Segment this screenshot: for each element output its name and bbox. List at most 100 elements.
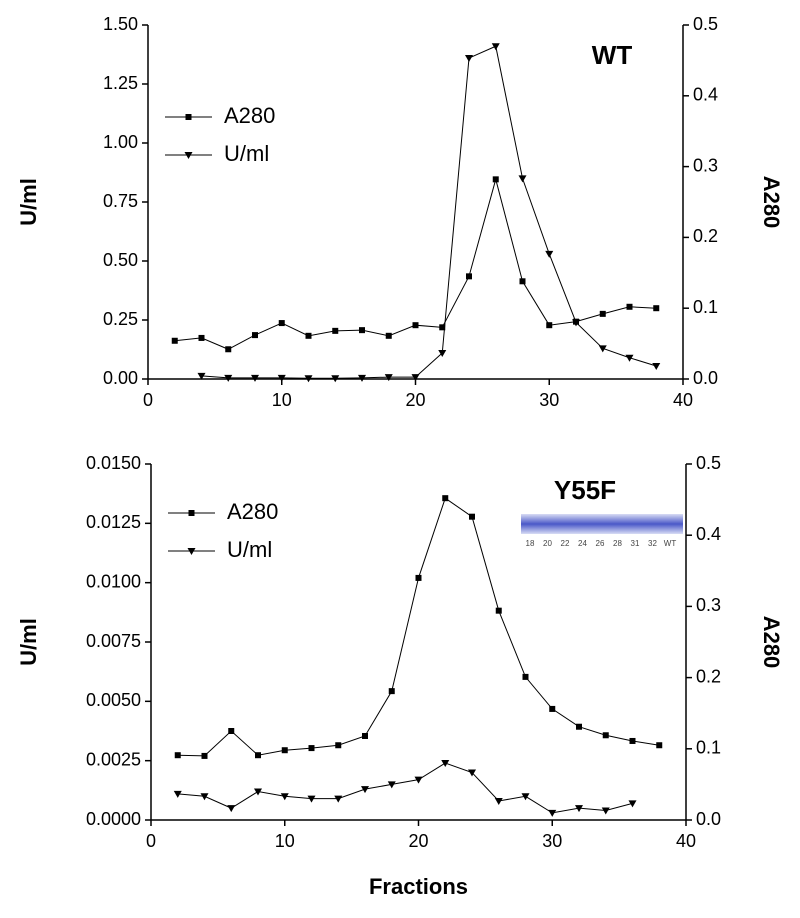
- gel-lane-label: 26: [596, 539, 605, 548]
- y2-tick-label: 0.5: [693, 14, 718, 34]
- legend-label: A280: [224, 103, 275, 128]
- x-tick-label: 10: [275, 831, 295, 851]
- y-tick-label: 1.00: [103, 132, 138, 152]
- y2-tick-label: 0.1: [693, 297, 718, 317]
- marker: [652, 363, 661, 371]
- marker: [252, 332, 258, 339]
- marker: [308, 745, 315, 752]
- annotation: WT: [592, 40, 633, 70]
- y-tick-label: 0.0000: [86, 809, 141, 829]
- marker: [491, 43, 500, 51]
- marker: [359, 327, 365, 334]
- y-axis-label: U/ml: [16, 618, 41, 666]
- marker: [466, 273, 472, 280]
- marker: [598, 345, 607, 353]
- marker: [388, 688, 395, 695]
- y2-tick-label: 0.5: [696, 453, 721, 473]
- marker: [280, 793, 289, 801]
- y2-tick-label: 0.0: [696, 809, 721, 829]
- marker: [492, 176, 499, 183]
- y-axis-label: U/ml: [16, 178, 41, 226]
- marker: [225, 346, 232, 353]
- y2-tick-label: 0.3: [693, 155, 718, 175]
- legend-label: A280: [227, 499, 278, 524]
- gel-lane-label: 31: [631, 539, 640, 548]
- y-tick-label: 0.0025: [86, 749, 141, 769]
- marker: [602, 732, 609, 739]
- x-tick-label: 30: [542, 831, 562, 851]
- y2-tick-label: 0.4: [696, 524, 721, 544]
- marker: [198, 334, 205, 341]
- marker: [572, 319, 580, 327]
- marker: [254, 788, 262, 796]
- marker: [442, 495, 449, 502]
- marker: [307, 795, 316, 803]
- x-axis-label: Fractions: [369, 874, 468, 899]
- annotation: Y55F: [554, 475, 616, 505]
- marker: [197, 372, 206, 380]
- marker: [576, 723, 582, 730]
- marker: [415, 574, 422, 581]
- marker: [278, 320, 285, 327]
- gel-lane-label: 22: [561, 539, 570, 548]
- marker: [200, 793, 209, 801]
- marker: [334, 795, 343, 803]
- gel-lane-label: 20: [543, 539, 552, 548]
- marker: [361, 786, 369, 794]
- marker: [201, 752, 208, 759]
- marker: [331, 375, 340, 383]
- legend-marker: [188, 510, 195, 516]
- marker: [549, 705, 556, 712]
- marker: [545, 250, 554, 258]
- legend-marker: [185, 114, 192, 120]
- marker: [465, 55, 473, 63]
- marker: [332, 327, 339, 334]
- marker: [441, 760, 450, 768]
- marker: [255, 752, 261, 759]
- gel-lane-label: 28: [613, 539, 622, 548]
- gel-lane-label: 24: [578, 539, 587, 548]
- marker: [656, 742, 663, 749]
- marker: [174, 752, 181, 759]
- legend-marker: [184, 152, 193, 159]
- legend-label: U/ml: [227, 537, 272, 562]
- marker: [358, 374, 366, 382]
- marker: [277, 374, 286, 382]
- marker: [519, 278, 526, 285]
- marker: [362, 732, 368, 739]
- marker: [575, 805, 583, 813]
- y-tick-label: 1.25: [103, 73, 138, 93]
- series-line: [177, 762, 633, 814]
- marker: [521, 793, 530, 801]
- x-tick-label: 40: [676, 831, 696, 851]
- marker: [173, 790, 182, 798]
- y-tick-label: 0.50: [103, 250, 138, 270]
- marker: [171, 337, 178, 344]
- marker: [522, 673, 529, 680]
- y2-tick-label: 0.2: [693, 226, 718, 246]
- marker: [438, 350, 447, 358]
- marker: [518, 175, 527, 183]
- marker: [546, 322, 553, 329]
- gel-lane-label: WT: [664, 539, 677, 548]
- marker: [305, 332, 312, 339]
- marker: [414, 776, 423, 784]
- marker: [228, 728, 235, 734]
- marker: [412, 322, 419, 329]
- marker: [629, 737, 636, 744]
- marker: [495, 607, 502, 614]
- legend-marker: [187, 548, 196, 555]
- x-tick-label: 30: [539, 390, 559, 410]
- gel-image: [521, 514, 683, 534]
- gel-lane-label: 18: [526, 539, 535, 548]
- series-line: [201, 45, 657, 379]
- marker: [439, 324, 446, 331]
- marker: [304, 375, 313, 383]
- marker: [251, 374, 259, 382]
- marker: [335, 742, 342, 749]
- marker: [224, 374, 233, 382]
- x-tick-label: 10: [272, 390, 292, 410]
- y-tick-label: 0.75: [103, 191, 138, 211]
- y2-tick-label: 0.3: [696, 595, 721, 615]
